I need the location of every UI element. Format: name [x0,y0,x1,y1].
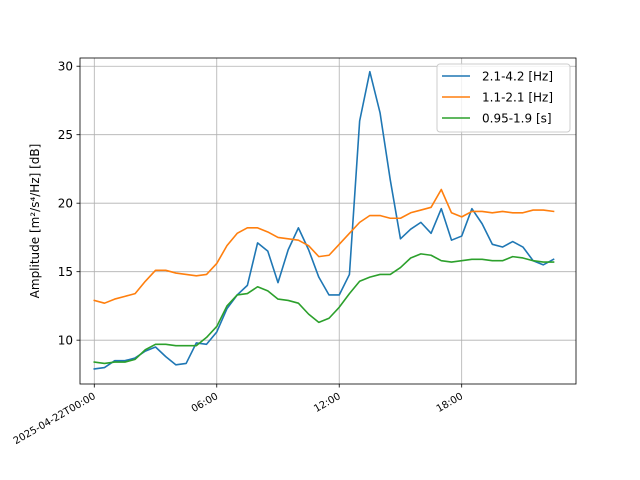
y-axis-label: Amplitude [m²/s⁴/Hz] [dB] [28,144,42,299]
legend: 2.1-4.2 [Hz] 1.1-2.1 [Hz] 0.95-1.9 [s] [436,63,571,133]
series-lines [93,70,555,370]
legend-label: 2.1-4.2 [Hz] [482,70,553,84]
y-tick-label: 10 [58,334,73,348]
legend-label: 1.1-2.1 [Hz] [482,91,553,105]
y-tick-label: 20 [58,197,73,211]
series-line-0 [93,70,555,370]
y-tick-label: 15 [58,265,73,279]
legend-label: 0.95-1.9 [s] [482,112,552,126]
y-tick-label: 30 [58,60,73,74]
y-axis-ticks: 10 15 20 25 30 [58,60,80,348]
legend-box [436,63,571,133]
y-tick-label: 25 [58,128,73,142]
series-line-1 [93,188,555,304]
series-line-2 [93,253,555,365]
plot-frame [79,57,577,385]
